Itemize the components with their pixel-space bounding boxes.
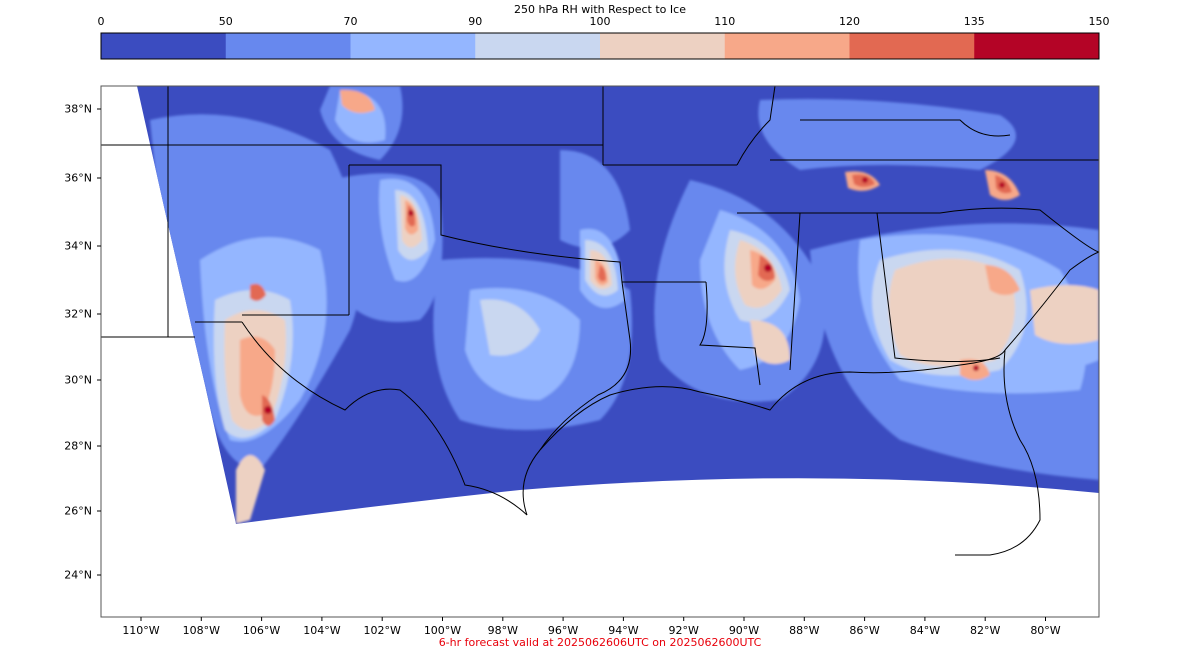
latitude-label: 28°N — [64, 439, 92, 453]
colorbar-tick-label: 100 — [589, 15, 611, 28]
longitude-label: 80°W — [1030, 624, 1061, 637]
colorbar-tick-label: 150 — [1088, 15, 1110, 28]
longitude-label: 100°W — [423, 624, 462, 637]
coastline-florida — [955, 349, 1041, 556]
boundary-tx-la — [539, 281, 632, 451]
longitude-label: 98°W — [487, 624, 518, 637]
latitude-label: 36°N — [64, 171, 92, 185]
boundary-ok-mo — [602, 86, 737, 166]
latitude-label: 34°N — [64, 239, 92, 253]
colorbar-segment — [350, 33, 476, 59]
boundary-ms-al-ga — [737, 212, 1001, 371]
colorbar-segment — [724, 33, 850, 59]
state-boundaries — [101, 85, 1100, 556]
lat-ticks — [97, 108, 101, 576]
boundary-az-nm — [101, 86, 349, 338]
colorbar-tick-label: 135 — [963, 15, 985, 28]
boundary-tn-ky — [770, 119, 1099, 161]
colorbar-segments — [101, 33, 1100, 59]
lon-ticks — [140, 617, 1046, 621]
colorbar-tick-label: 120 — [839, 15, 860, 28]
boundary-tx-ok — [348, 164, 706, 315]
longitude-label: 84°W — [909, 624, 941, 637]
colorbar-segment — [600, 33, 726, 59]
colorbar-tick-label: 50 — [218, 15, 233, 28]
colorbar-segment — [849, 33, 975, 59]
figure-title: 250 hPa RH with Respect to Ice — [514, 3, 686, 16]
longitude-label: 94°W — [608, 624, 639, 637]
colorbar-border — [100, 32, 1100, 60]
longitude-label: 92°W — [668, 624, 699, 637]
latitude-label: 30°N — [64, 373, 92, 387]
map-frame — [100, 85, 1100, 618]
boundary-ms-river — [699, 85, 776, 386]
longitude-label: 110°W — [122, 624, 160, 637]
latitude-label: 32°N — [64, 307, 92, 321]
rh-135-150 — [264, 177, 1005, 414]
coastline-gulf — [522, 349, 1006, 516]
boundary-rio-grande — [241, 321, 528, 516]
longitude-label: 88°W — [789, 624, 820, 637]
colorbar-segment — [974, 33, 1100, 59]
forecast-caption: 6-hr forecast valid at 2025062606UTC on … — [438, 636, 762, 649]
longitude-label: 104°W — [303, 624, 341, 637]
longitude-label: 102°W — [363, 624, 401, 637]
colorbar-tick-label: 0 — [97, 15, 105, 28]
boundary-ga-sc — [877, 207, 1100, 253]
colorbar-segment — [225, 33, 351, 59]
longitude-label: 90°W — [728, 624, 760, 637]
latitude-label: 26°N — [64, 504, 92, 518]
colorbar-tick-label: 70 — [343, 15, 358, 28]
colorbar — [100, 32, 1100, 60]
longitude-label: 96°W — [547, 624, 579, 637]
longitude-label: 82°W — [970, 624, 1001, 637]
colorbar-segment — [475, 33, 601, 59]
latitude-label: 38°N — [64, 102, 92, 116]
colorbar-tick-label: 90 — [468, 15, 483, 28]
longitude-label: 106°W — [242, 624, 281, 637]
longitude-label: 108°W — [182, 624, 220, 637]
colorbar-segment — [101, 33, 227, 59]
longitude-label: 86°W — [849, 624, 880, 637]
rh-field — [137, 86, 1099, 524]
latitude-label: 24°N — [64, 568, 92, 582]
coastline-atlantic — [1004, 251, 1100, 351]
colorbar-tick-label: 110 — [714, 15, 736, 28]
